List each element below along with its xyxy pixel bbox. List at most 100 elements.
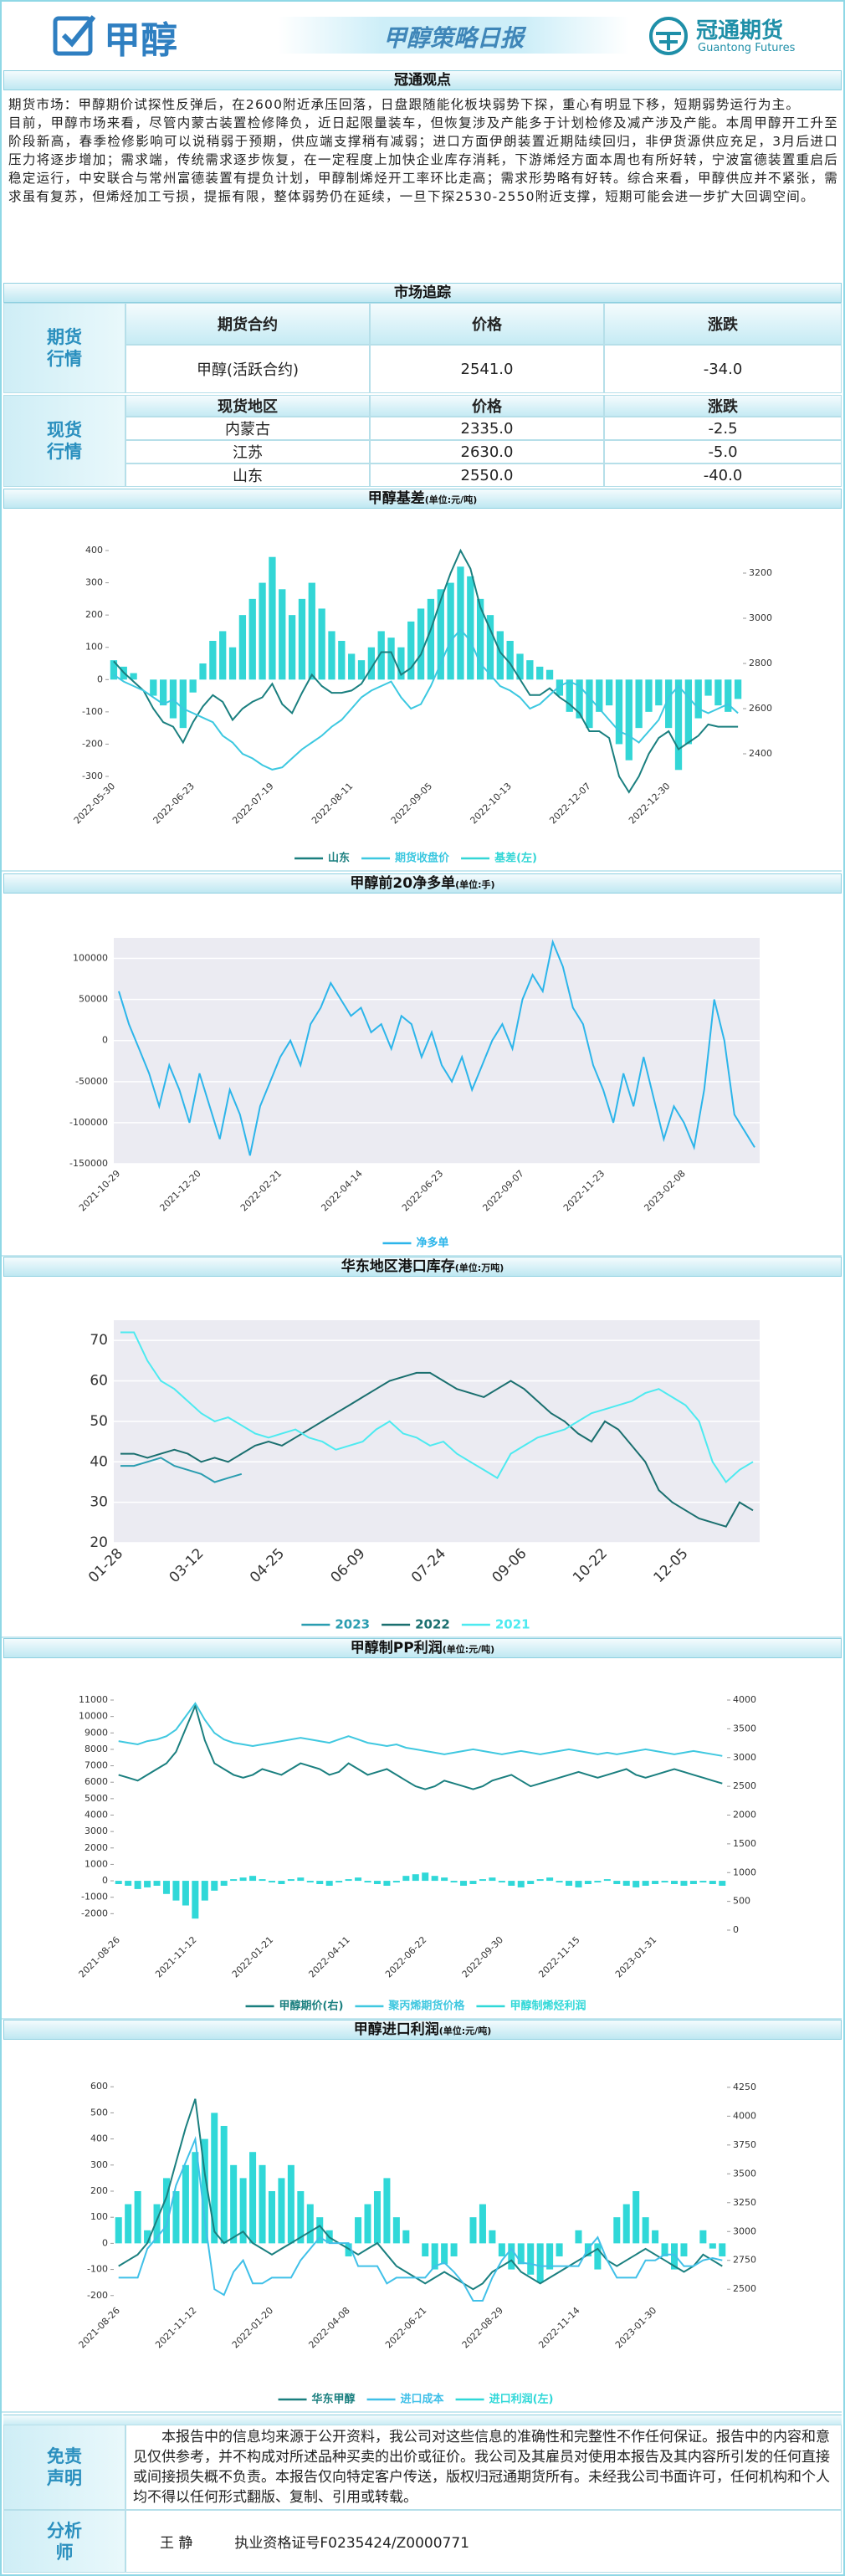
bar: [575, 1881, 582, 1887]
bar: [536, 1879, 544, 1882]
bar: [297, 2191, 305, 2244]
table-cell: 江苏: [125, 440, 370, 463]
bar: [596, 679, 603, 712]
y2-tick-label: 1500: [733, 1838, 756, 1849]
y2-tick-label: 3750: [733, 2139, 756, 2150]
y-tick-label: -1000: [81, 1892, 108, 1903]
bar: [498, 2243, 505, 2256]
bar: [594, 2243, 602, 2270]
line-series: [118, 939, 755, 1156]
bar: [469, 1881, 477, 1884]
logo-text: 甲醇: [104, 19, 177, 62]
bar: [402, 2230, 410, 2244]
bar: [328, 631, 335, 680]
bar: [603, 1879, 611, 1882]
bar: [566, 679, 573, 712]
bar: [345, 1879, 352, 1882]
bar: [153, 1881, 161, 1886]
bar: [182, 2164, 189, 2244]
table-header: 期货合约: [125, 303, 370, 345]
bar: [287, 1879, 294, 1882]
y2-tick-label: 3200: [749, 567, 772, 578]
x-tick-label: 2022-06-22: [383, 1934, 428, 1979]
table-cell: 山东: [125, 463, 370, 487]
legend-label: 进口成本: [401, 2393, 444, 2406]
bar: [496, 631, 504, 680]
table-cell: 2550.0: [370, 463, 604, 487]
y-tick-label: -100000: [69, 1117, 108, 1128]
y-tick-label: 100: [90, 2211, 108, 2222]
y2-tick-label: 3250: [733, 2197, 756, 2208]
bar: [268, 2191, 275, 2244]
bar: [397, 647, 405, 680]
bar: [345, 2243, 352, 2256]
bar: [450, 1881, 458, 1883]
y-tick-label: 2000: [84, 1842, 108, 1853]
report-title: 甲醇策略日报: [382, 24, 524, 52]
legend-label: 2023: [335, 1617, 370, 1632]
x-tick-label: 12-05: [651, 1545, 692, 1586]
legend-label: 净多单: [416, 1237, 448, 1250]
bar: [199, 663, 207, 680]
bar: [182, 1881, 189, 1906]
table-header: 现货地区: [125, 395, 370, 417]
y2-tick-label: 2500: [733, 2283, 756, 2294]
table-header: 涨跌: [604, 395, 842, 417]
bar: [144, 2230, 151, 2244]
bar: [556, 2243, 563, 2256]
bar: [699, 1881, 707, 1883]
y2-tick-label: 2750: [733, 2255, 756, 2266]
bar: [556, 679, 564, 696]
x-tick-label: 2021-08-26: [77, 2305, 122, 2350]
bar: [546, 1877, 554, 1882]
x-tick-label: 2022-11-15: [536, 1934, 581, 1979]
legend-label: 2022: [415, 1617, 450, 1632]
bar: [220, 1881, 228, 1886]
chart-title-bar: 甲醇基差(单位:元/吨): [3, 489, 842, 509]
label-text: 现货行情: [47, 420, 82, 462]
y-tick-label: 400: [85, 545, 103, 556]
bar: [645, 679, 653, 712]
bar: [364, 1881, 371, 1883]
x-tick-label: 2022-02-21: [238, 1168, 284, 1213]
y-tick-label: 6000: [84, 1776, 108, 1787]
bar: [684, 679, 693, 745]
chart: -2000-1000010002000300040005000600070008…: [2, 1694, 842, 2020]
bar: [248, 598, 256, 680]
line-series: [120, 1371, 754, 1528]
analyst-license: 执业资格证号F0235424/Z0000771: [234, 2535, 469, 2552]
line-series: [118, 2098, 723, 2291]
legend: 甲醇期价(右) 聚丙烯期货价格 甲醇制烯烃利润: [245, 2000, 586, 2013]
bar: [268, 1881, 275, 1883]
bar: [162, 2178, 171, 2244]
bar: [734, 679, 742, 699]
x-tick-label: 10-22: [570, 1545, 611, 1586]
x-tick-label: 2022-11-23: [561, 1168, 607, 1213]
bar: [460, 1881, 468, 1886]
x-tick-label: 2021-11-12: [153, 1934, 198, 1979]
chart-title: 华东地区港口库存: [341, 1258, 455, 1275]
table-cell: -5.0: [604, 440, 842, 463]
bar: [632, 2191, 640, 2244]
chart: -300 -200 -100 0 100 200 300 400 2400 2600 2800 300…: [2, 545, 842, 872]
x-tick-label: 2022-09-07: [480, 1168, 525, 1213]
bar: [469, 2217, 477, 2244]
legend-label: 甲醇期价(右): [279, 2000, 344, 2013]
bar: [655, 679, 663, 706]
y-tick-label: 0: [102, 2237, 108, 2248]
bar: [412, 1874, 419, 1882]
table-cell: 2335.0: [370, 417, 604, 440]
bar: [622, 1881, 630, 1886]
bar: [450, 2243, 458, 2256]
paragraph: 期货市场：甲醇期价试探性反弹后，在2600附近承压回落，日盘跟随能化板块弱势下探…: [8, 97, 801, 112]
bar: [153, 2204, 161, 2244]
bar: [308, 582, 315, 680]
legend-label: 2021: [495, 1617, 530, 1632]
plot-background: [114, 1320, 760, 1543]
legend-label: 山东: [328, 852, 350, 865]
bar: [357, 660, 366, 680]
chart: -200 -100 0 100 200 300 400 500 600 2500 2750 3000 3…: [2, 2081, 842, 2413]
legend: 净多单: [382, 1237, 449, 1250]
bar: [162, 1881, 171, 1894]
bar: [527, 2243, 535, 2275]
